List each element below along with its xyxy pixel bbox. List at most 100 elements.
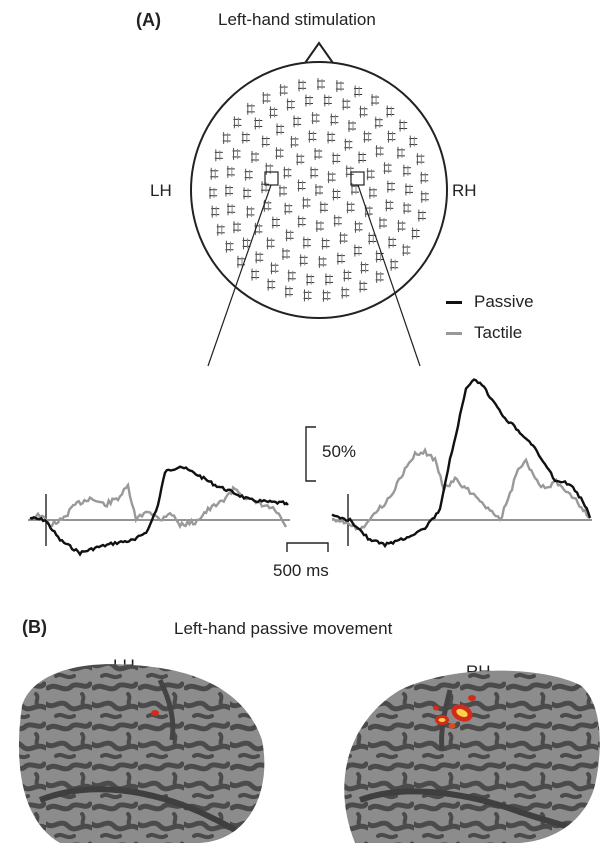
scale-bar-y — [305, 426, 316, 482]
sensor-glyph — [225, 240, 234, 253]
sensor-glyph — [211, 205, 220, 218]
sensor-glyph — [287, 269, 296, 282]
sensor-glyph — [399, 119, 408, 132]
legend-tactile: Tactile — [446, 323, 522, 343]
sensor-highlight-rh — [350, 171, 365, 186]
head-outline — [190, 61, 448, 319]
sensor-glyph — [209, 186, 218, 199]
sensor-glyph — [386, 105, 395, 118]
sensor-glyph — [271, 216, 280, 229]
sensor-glyph — [310, 166, 319, 179]
legend-passive: Passive — [446, 292, 534, 312]
sensor-glyph — [293, 115, 302, 128]
sensor-glyph — [386, 180, 395, 193]
sensor-glyph — [403, 202, 412, 215]
sensor-glyph — [251, 150, 260, 163]
sensor-glyph — [375, 270, 384, 283]
sensor-glyph — [297, 215, 306, 228]
sensor-glyph — [318, 255, 327, 268]
sensor-glyph — [302, 236, 311, 249]
sensor-glyph — [284, 285, 293, 298]
series-passive-rh — [331, 378, 592, 549]
sensor-glyph — [246, 102, 255, 115]
sensor-glyph — [265, 162, 274, 175]
sensor-glyph — [341, 286, 350, 299]
legend-passive-label: Passive — [474, 292, 534, 311]
scale-bar-x — [286, 542, 329, 552]
sensor-glyph — [225, 184, 234, 197]
sensor-glyph — [346, 201, 355, 214]
sensor-glyph — [315, 219, 324, 232]
sensor-glyph — [261, 135, 270, 148]
zoom-line-rh — [357, 184, 421, 367]
sensor-glyph — [303, 289, 312, 302]
sensor-glyph — [216, 223, 225, 236]
sensor-glyph — [233, 221, 242, 234]
sensor-glyph — [366, 168, 375, 181]
sensor-glyph — [332, 152, 341, 165]
sensor-glyph — [214, 149, 223, 162]
sensor-glyph — [227, 203, 236, 216]
response-plot-rh — [331, 378, 592, 549]
sensor-glyph — [378, 217, 387, 230]
scale-x-label: 500 ms — [273, 561, 329, 580]
sensor-glyph — [296, 153, 305, 166]
sensor-glyph — [244, 168, 253, 181]
sensor-glyph — [360, 261, 369, 274]
sensor-glyph — [417, 209, 426, 222]
series-tactile-rh — [331, 446, 591, 532]
sensor-glyph — [255, 251, 264, 264]
sensor-glyph — [342, 98, 351, 111]
sensor-helmet — [190, 41, 448, 367]
sensor-glyph — [339, 232, 348, 245]
sensor-glyph — [263, 199, 272, 212]
sensor-glyph — [284, 202, 293, 215]
sensor-glyph — [397, 220, 406, 233]
sensor-glyph — [336, 252, 345, 265]
sensor-glyph — [390, 258, 399, 271]
sensor-glyph — [233, 116, 242, 129]
sensor-glyph — [262, 91, 271, 104]
activation-lh — [151, 710, 159, 716]
sensor-glyph — [404, 183, 413, 196]
sensor-highlight-lh — [264, 171, 279, 186]
sensor-glyph — [353, 244, 362, 257]
sensor-glyph — [330, 113, 339, 126]
sensor-glyph — [232, 147, 241, 160]
sensor-glyph — [286, 98, 295, 111]
sensor-glyph — [368, 186, 377, 199]
sensor-glyph — [298, 79, 307, 92]
sensor-glyph — [315, 184, 323, 196]
sensor-glyph — [304, 94, 313, 107]
sensor-glyph — [402, 164, 411, 177]
scale-y-label: 50% — [322, 442, 357, 461]
sensor-glyph — [420, 190, 429, 203]
sensor-glyph — [279, 184, 288, 197]
sensor-glyph — [302, 196, 311, 209]
sensor-glyph — [371, 94, 380, 107]
sensor-glyph — [279, 84, 288, 97]
sensor-glyph — [387, 130, 396, 143]
helmet-lh-label: LH — [150, 181, 172, 200]
nose-marker — [304, 41, 334, 64]
activation-rh — [433, 695, 476, 729]
sensor-glyph — [241, 131, 250, 144]
brain-lh-surface — [18, 664, 265, 843]
sensor-glyph — [275, 147, 284, 160]
panel-b-label: (B) — [22, 617, 47, 637]
sensor-glyph — [358, 151, 367, 164]
sensor-glyph — [335, 80, 344, 93]
sensor-glyph — [210, 167, 219, 180]
sensor-glyph — [388, 236, 397, 249]
sensor-glyph — [416, 153, 425, 166]
sensor-glyph — [276, 123, 285, 136]
response-plot-lh — [28, 465, 290, 557]
sensor-glyph — [311, 112, 320, 125]
sensor-glyph — [359, 280, 368, 293]
sensor-glyph — [321, 237, 330, 250]
sensor-glyph — [325, 273, 334, 286]
sensor-glyph — [269, 106, 278, 119]
legend-tactile-label: Tactile — [474, 323, 523, 342]
sensor-glyph — [363, 130, 372, 143]
sensor-glyph — [297, 179, 306, 192]
